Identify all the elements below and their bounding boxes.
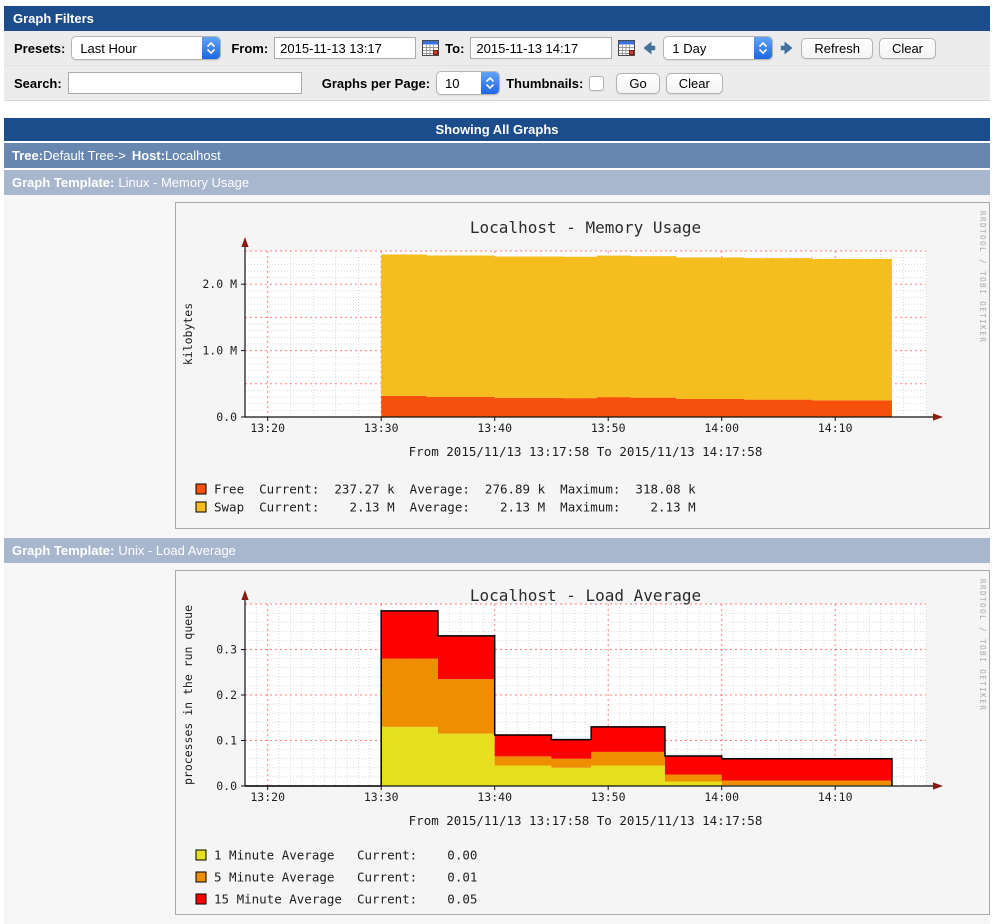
graph-template-value: Linux - Memory Usage	[118, 175, 250, 190]
from-calendar-icon[interactable]	[422, 40, 440, 56]
thumbnails-label: Thumbnails:	[506, 75, 584, 91]
host-label: Host:	[131, 148, 166, 163]
clear-search-button[interactable]: Clear	[665, 72, 723, 94]
load-graph-section: 13:20 13:30 13:40 13:50 14:00 14:10 0.0 0.1 0.2 0…	[4, 563, 990, 924]
search-label: Search:	[14, 75, 62, 91]
to-date-input[interactable]	[470, 37, 613, 59]
shift-window-right-button[interactable]	[779, 40, 795, 56]
shift-window-left-button[interactable]	[641, 40, 657, 56]
svg-text:From 2015/11/13 13:17:58 To 20: From 2015/11/13 13:17:58 To 2015/11/13 1…	[409, 813, 763, 828]
search-input[interactable]	[67, 72, 302, 94]
svg-text:Localhost - Memory Usage: Localhost - Memory Usage	[470, 218, 701, 237]
graphs-per-page-select[interactable]: 10	[436, 71, 501, 95]
graph-template-bar-load: Graph Template: Unix - Load Average	[4, 538, 990, 563]
svg-text:2.0 M: 2.0 M	[202, 277, 237, 291]
svg-text:13:50: 13:50	[591, 790, 626, 804]
load-average-block: Graph Template: Unix - Load Average 13:20…	[4, 538, 990, 924]
svg-text:kilobytes: kilobytes	[181, 303, 195, 365]
presets-select-value: Last Hour	[80, 40, 137, 56]
svg-text:0.0: 0.0	[216, 779, 237, 793]
filter-panel: Presets: Last Hour From: To: 1 Day	[4, 31, 990, 101]
svg-text:processes in the run queue: processes in the run queue	[181, 605, 195, 785]
svg-text:0.1: 0.1	[216, 734, 237, 748]
memory-usage-graph[interactable]: 13:20 13:30 13:40 13:50 14:00 14:10 0.0 1.0 M 2.…	[175, 202, 990, 529]
svg-text:1.0 M: 1.0 M	[202, 344, 237, 358]
host-value: Localhost	[165, 148, 221, 163]
graph-template-value: Unix - Load Average	[118, 543, 236, 558]
memory-graph-section: 13:20 13:30 13:40 13:50 14:00 14:10 0.0 1.0 M 2.…	[4, 195, 990, 538]
svg-text:13:20: 13:20	[250, 421, 285, 435]
showing-all-graphs-bar: Showing All Graphs	[4, 118, 990, 141]
from-label: From:	[231, 40, 269, 56]
go-button[interactable]: Go	[616, 72, 660, 94]
svg-text:14:00: 14:00	[704, 421, 739, 435]
svg-text:0.0: 0.0	[216, 410, 237, 424]
svg-text:13:40: 13:40	[477, 421, 512, 435]
svg-text:1 Minute Average Current:: 1 Minute Average Current: 0.00	[214, 848, 477, 863]
svg-text:13:30: 13:30	[364, 790, 399, 804]
filter-row-search: Search: Graphs per Page: 10 Thumbnails: …	[4, 65, 990, 100]
from-date-input[interactable]	[274, 37, 417, 59]
svg-text:From 2015/11/13 13:17:58 To 20: From 2015/11/13 13:17:58 To 2015/11/13 1…	[409, 444, 763, 459]
graphs-per-page-value: 10	[445, 75, 460, 91]
to-label: To:	[445, 40, 465, 56]
load-average-graph[interactable]: 13:20 13:30 13:40 13:50 14:00 14:10 0.0 0.1 0.2 0…	[175, 570, 990, 915]
svg-text:RRDTOOL / TOBI OETIKER: RRDTOOL / TOBI OETIKER	[978, 211, 987, 343]
svg-text:Swap Current: 2.13 M Aver: Swap Current: 2.13 M Average: 2.13 M Max…	[214, 500, 696, 515]
svg-text:14:10: 14:10	[818, 790, 853, 804]
svg-text:Free Current: 237.27 k Aver: Free Current: 237.27 k Average: 276.89 k…	[214, 482, 696, 497]
select-stepper-icon	[754, 37, 773, 59]
filter-row-dates: Presets: Last Hour From: To: 1 Day	[4, 31, 990, 65]
svg-text:15 Minute Average Current:: 15 Minute Average Current: 0.05	[214, 892, 477, 907]
svg-text:14:00: 14:00	[704, 790, 739, 804]
svg-text:13:30: 13:30	[364, 421, 399, 435]
graph-template-label: Graph Template:	[12, 175, 115, 190]
graph-filters-header: Graph Filters	[4, 6, 990, 31]
svg-text:14:10: 14:10	[818, 421, 853, 435]
svg-text:RRDTOOL / TOBI OETIKER: RRDTOOL / TOBI OETIKER	[978, 579, 987, 711]
svg-text:0.3: 0.3	[216, 643, 237, 657]
graphs-per-page-label: Graphs per Page:	[321, 75, 431, 91]
shift-range-select-value: 1 Day	[672, 40, 707, 56]
tree-label: Tree:	[12, 148, 44, 163]
graph-template-label: Graph Template:	[12, 543, 115, 558]
graph-filters-title: Graph Filters	[13, 11, 94, 26]
svg-text:13:50: 13:50	[591, 421, 626, 435]
clear-filters-button[interactable]: Clear	[878, 37, 937, 59]
svg-text:13:40: 13:40	[477, 790, 512, 804]
svg-text:Localhost - Load Average: Localhost - Load Average	[470, 586, 701, 605]
thumbnails-checkbox[interactable]	[589, 75, 605, 91]
svg-text:5 Minute Average Current:: 5 Minute Average Current: 0.01	[214, 870, 477, 885]
svg-text:13:20: 13:20	[250, 790, 285, 804]
select-stepper-icon	[202, 37, 221, 59]
svg-text:0.2: 0.2	[216, 688, 237, 702]
to-calendar-icon[interactable]	[618, 40, 636, 56]
graph-template-bar-memory: Graph Template: Linux - Memory Usage	[4, 170, 990, 195]
shift-range-select[interactable]: 1 Day	[663, 36, 774, 60]
refresh-button[interactable]: Refresh	[801, 37, 873, 59]
tree-value: Default Tree->	[43, 148, 126, 163]
select-stepper-icon	[481, 72, 500, 94]
showing-all-graphs-text: Showing All Graphs	[435, 122, 559, 137]
presets-label: Presets:	[14, 40, 66, 56]
tree-host-bar: Tree:Default Tree-> Host:Localhost	[4, 143, 990, 168]
memory-usage-block: Graph Template: Linux - Memory Usage 13:2…	[4, 170, 990, 538]
presets-select[interactable]: Last Hour	[71, 36, 222, 60]
